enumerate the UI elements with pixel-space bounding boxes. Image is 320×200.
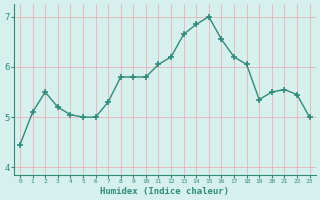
X-axis label: Humidex (Indice chaleur): Humidex (Indice chaleur) (100, 187, 229, 196)
